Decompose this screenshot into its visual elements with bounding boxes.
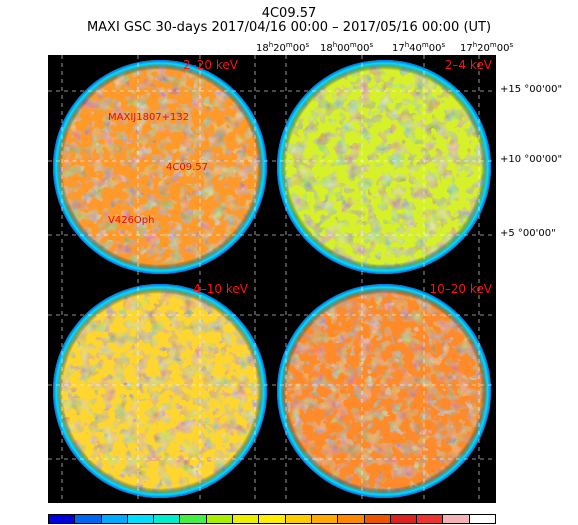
color-scale-step [285,515,312,523]
sky-panel-2-20kev [53,60,267,274]
sky-panel-4-10kev [53,284,267,498]
color-scale-step [75,515,102,523]
color-scale-step [338,515,365,523]
color-scale-step [206,515,234,523]
color-scale-step [154,515,181,523]
color-scale-step [180,515,207,523]
dec-tick-label: +5 °00'00" [500,228,556,239]
sky-panel-2-4kev [277,60,491,274]
ra-tick-label: 17h40m00s [392,41,446,54]
band-label: 10–20 keV [430,282,493,296]
ra-tick-label: 17h20m00s [460,41,514,54]
sky-panel-10-20kev [277,284,491,498]
source-title: 4C09.57 [261,6,317,21]
intensity-color-scale [48,514,496,524]
band-label: 2–20 keV [183,58,239,72]
sky-map-grid: 2–20 keV 2–4 keV 4–10 keV 10–20 keV MAXI… [48,55,496,503]
color-scale-step [127,515,155,523]
color-scale-step [311,515,339,523]
color-scale-step [49,515,76,523]
color-scale-step [417,515,444,523]
dec-tick-label: +15 °00'00" [500,84,563,95]
color-scale-step [390,515,418,523]
source-label-v426oph: V426Oph [108,215,154,226]
observation-subtitle: MAXI GSC 30-days 2017/04/16 00:00 – 2017… [86,20,492,35]
band-label: 2–4 keV [445,58,493,72]
source-label-4c0957: 4C09.57 [166,162,208,173]
source-label-maxij1807: MAXIJ1807+132 [108,112,189,123]
ra-tick-label: 18h20m00s [256,41,310,54]
color-scale-step [101,515,128,523]
band-label: 4–10 keV [193,282,249,296]
color-scale-step [233,515,260,523]
dec-tick-label: +10 °00'00" [500,154,563,165]
coordinate-grid [48,55,496,503]
color-scale-step [259,515,286,523]
ra-tick-label: 18h00m00s [320,41,374,54]
color-scale-step [364,515,391,523]
color-scale-step [443,515,470,523]
color-scale-step [469,515,496,523]
